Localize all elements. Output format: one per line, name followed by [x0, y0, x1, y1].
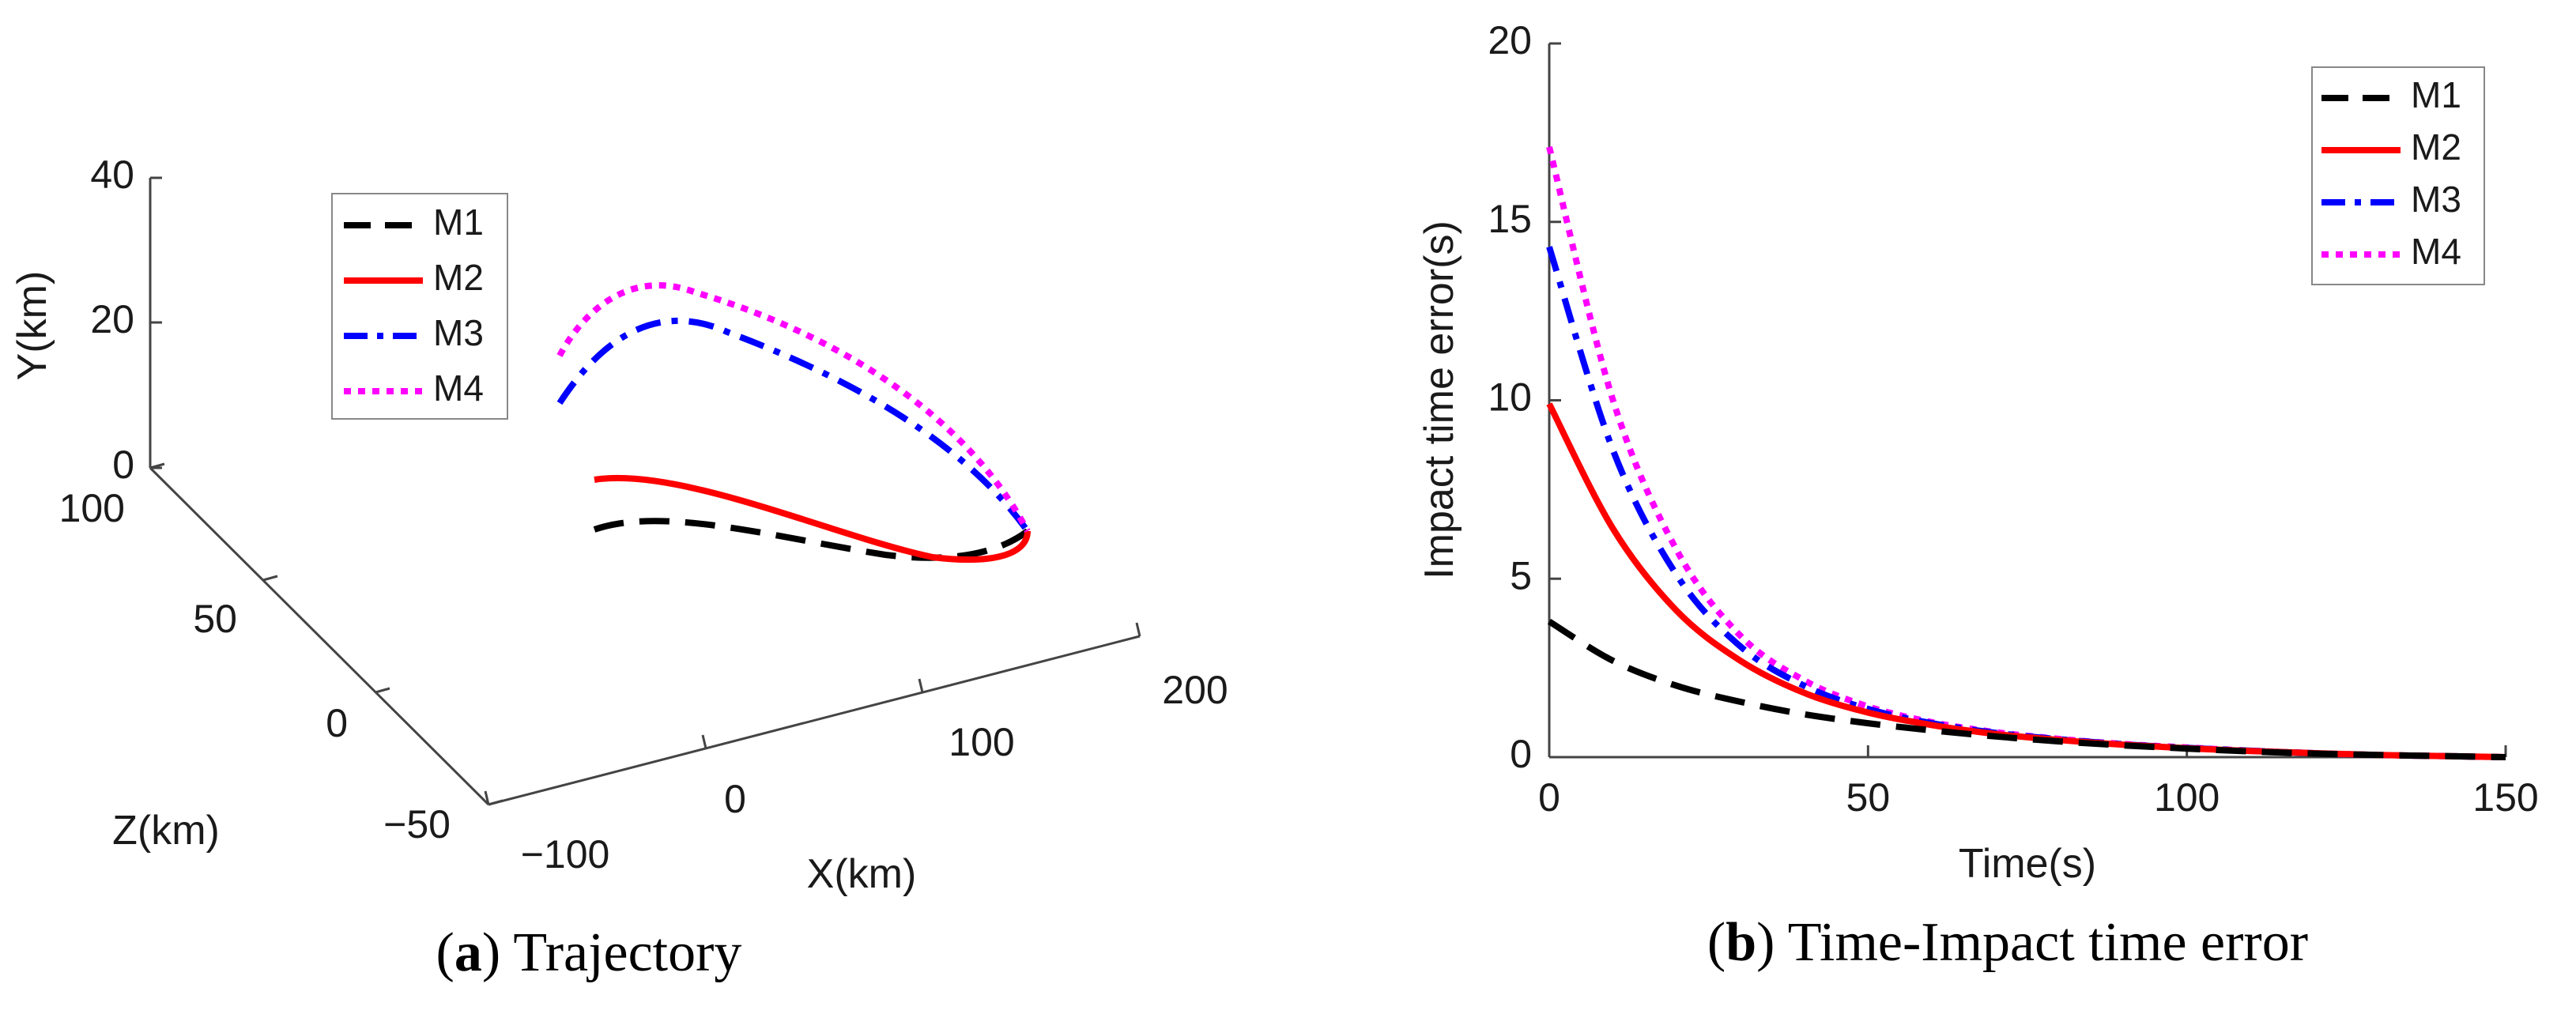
- a-x-ticks: [484, 622, 1141, 805]
- a-xtick-0: 0: [724, 777, 746, 821]
- a-legend-m2: M2: [433, 257, 484, 298]
- a-xlabel: X(km): [807, 851, 917, 897]
- a-xtick-neg100: −100: [521, 832, 610, 876]
- a-trajectory-m4: [556, 282, 1031, 533]
- a-trajectory-m2: [594, 474, 1031, 564]
- a-xtick-200: 200: [1162, 668, 1228, 712]
- b-xtick-0: 0: [1538, 775, 1560, 820]
- b-legend-m1: M1: [2411, 74, 2461, 115]
- a-ytick-20: 20: [90, 297, 134, 341]
- b-y-ticks: 0 5 10 15 20: [1488, 18, 1561, 776]
- a-trajectory-m3: [556, 317, 1031, 533]
- a-caption: (a) Trajectory: [436, 922, 742, 983]
- a-ytick-40: 40: [90, 153, 134, 197]
- b-series: [1546, 145, 2506, 760]
- b-ylabel: Impact time error(s): [1416, 221, 1462, 579]
- a-legend: M1 M2 M3 M4: [331, 193, 508, 420]
- b-xtick-100: 100: [2154, 775, 2220, 820]
- b-caption: (b) Time-Impact time error: [1707, 912, 2308, 973]
- a-trajectory-m1: [593, 518, 1030, 561]
- panel-a-trajectory: 0 20 40 −50 0 50 100 −100 0 100 200 Y(km…: [9, 153, 1228, 983]
- a-z-ticks: [149, 462, 504, 806]
- b-caption-text: ) Time-Impact time error: [1756, 912, 2308, 973]
- b-ytick-10: 10: [1488, 375, 1532, 420]
- a-ztick-neg50: −50: [383, 802, 451, 846]
- b-legend-m3: M3: [2411, 179, 2461, 220]
- a-legend-m4: M4: [433, 368, 484, 409]
- b-series-m3: [1546, 246, 2506, 760]
- b-ytick-20: 20: [1488, 18, 1532, 62]
- b-caption-label: b: [1726, 912, 1756, 973]
- b-ytick-0: 0: [1510, 732, 1532, 776]
- a-z-axis-line: [149, 466, 490, 806]
- a-xtick-100: 100: [949, 720, 1014, 764]
- b-x-ticks: 0 50 100 150: [1538, 745, 2539, 820]
- b-legend-m4: M4: [2411, 231, 2461, 272]
- a-ztick-100: 100: [59, 486, 125, 530]
- a-ylabel: Y(km): [9, 271, 55, 381]
- a-zlabel: Z(km): [112, 808, 220, 854]
- a-caption-text: ) Trajectory: [482, 922, 742, 983]
- a-legend-m3: M3: [433, 312, 484, 353]
- a-legend-m1: M1: [433, 202, 484, 243]
- b-series-m1: [1547, 618, 2506, 760]
- b-ytick-5: 5: [1510, 553, 1532, 597]
- b-legend: M1 M2 M3 M4: [2311, 66, 2485, 285]
- a-ytick-0: 0: [112, 443, 134, 487]
- b-series-m4: [1546, 145, 2506, 760]
- b-legend-m2: M2: [2411, 126, 2461, 168]
- b-xlabel: Time(s): [1959, 841, 2096, 887]
- a-y-ticks: [150, 176, 162, 469]
- b-ytick-15: 15: [1488, 197, 1532, 241]
- b-xtick-150: 150: [2472, 775, 2538, 820]
- b-xtick-50: 50: [1846, 775, 1891, 820]
- a-caption-label: a: [454, 922, 482, 983]
- a-ztick-0: 0: [326, 701, 348, 745]
- a-ztick-50: 50: [193, 597, 237, 641]
- a-x-axis-line: [488, 635, 1141, 806]
